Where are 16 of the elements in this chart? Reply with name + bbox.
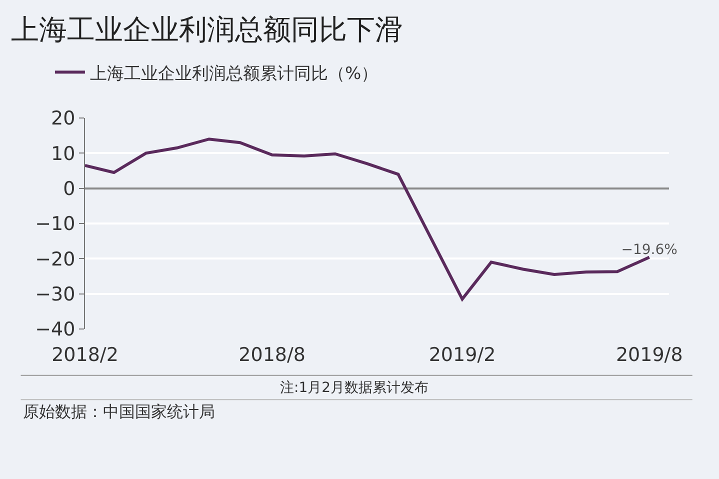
x-tick-label: 2018/2 [52,344,118,366]
y-tick-label: 10 [51,142,76,165]
x-tick-label: 2019/2 [428,344,496,366]
legend-label: 上海工业企业利润总额累计同比（%） [90,64,378,84]
x-tick-label: 2018/8 [238,344,306,366]
x-tick-label: 2019/8 [616,344,683,366]
y-tick-label: 0 [63,178,76,200]
y-tick-label: 20 [51,108,76,130]
chart-title: 上海工业企业利润总额同比下滑 [10,12,403,46]
text: 原始数据：中国国家统计局 [23,402,215,421]
y-tick-label: −20 [35,248,76,270]
data-label: −19.6% [621,242,678,258]
y-tick-label: −40 [35,318,76,341]
y-tick-label: −30 [35,283,76,306]
y-tick-label: −10 [35,213,76,236]
text: 注:1月2月数据累计发布 [280,380,429,396]
